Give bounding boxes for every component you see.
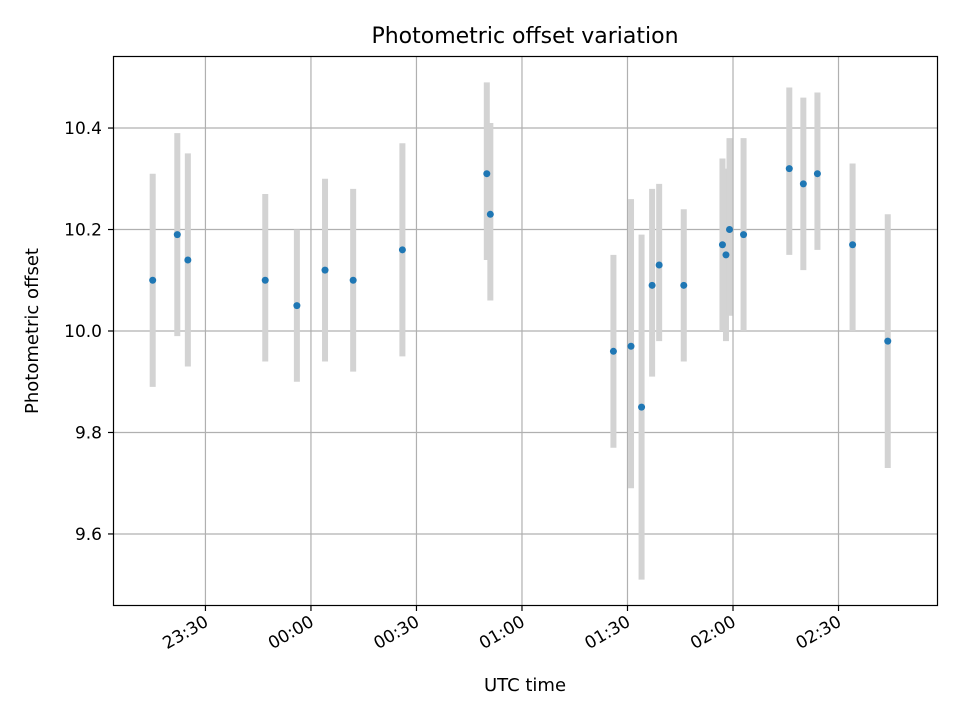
data-point	[483, 170, 491, 178]
x-axis-label: UTC time	[484, 675, 566, 696]
data-point	[486, 210, 494, 218]
y-tick-label: 10.2	[64, 221, 102, 241]
x-tick-label: 02:00	[687, 612, 739, 654]
data-point	[184, 256, 192, 264]
y-axis: 9.6 9.8 10.0 10.2 10.4	[64, 119, 114, 545]
x-tick-label: 02:30	[793, 612, 845, 654]
x-tick-label: 01:00	[476, 612, 528, 654]
data-point	[849, 241, 857, 249]
data-point	[813, 170, 821, 178]
data-point	[648, 281, 656, 289]
data-point	[293, 302, 301, 310]
data-point	[398, 246, 406, 254]
y-tick-label: 10.0	[64, 322, 102, 342]
data-point	[718, 241, 726, 249]
data-point	[785, 165, 793, 173]
y-tick-label: 10.4	[64, 119, 102, 139]
data-point	[609, 347, 617, 355]
data-point	[680, 281, 688, 289]
data-point	[627, 342, 635, 350]
data-points	[149, 165, 892, 411]
data-point	[799, 180, 807, 188]
chart-title: Photometric offset variation	[371, 24, 678, 49]
data-point	[173, 231, 181, 239]
x-tick-label: 01:30	[582, 612, 634, 654]
x-axis: 23:30 00:00 00:30 01:00 01:30 02:00 02:30	[160, 605, 845, 654]
x-tick-label: 23:30	[160, 612, 212, 654]
data-point	[321, 266, 329, 274]
x-tick-label: 00:00	[265, 612, 317, 654]
grid	[114, 57, 937, 605]
y-tick-label: 9.6	[75, 525, 102, 545]
data-point	[884, 337, 892, 345]
data-point	[722, 251, 730, 259]
data-point	[638, 403, 646, 411]
data-point	[740, 231, 748, 239]
y-axis-label: Photometric offset	[22, 248, 43, 414]
y-tick-label: 9.8	[75, 423, 102, 443]
data-point	[655, 261, 663, 269]
data-point	[261, 276, 269, 284]
data-point	[349, 276, 357, 284]
x-tick-label: 00:30	[371, 612, 423, 654]
data-point	[725, 226, 733, 234]
data-point	[149, 276, 157, 284]
